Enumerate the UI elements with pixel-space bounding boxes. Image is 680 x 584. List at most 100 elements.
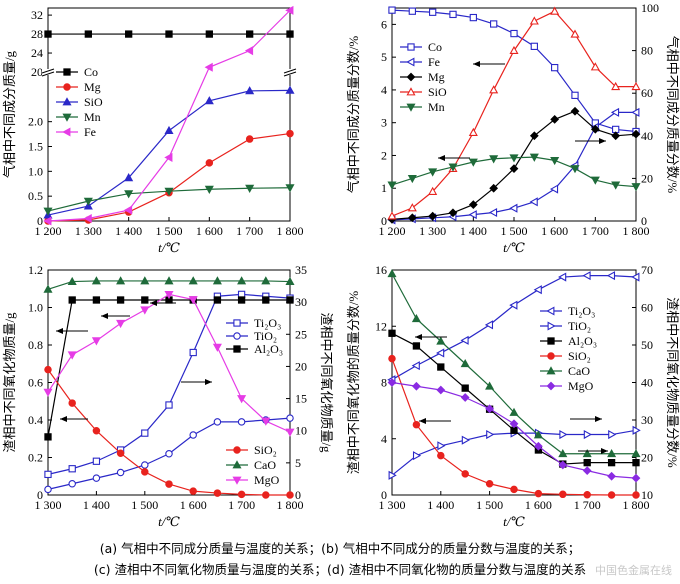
data-point-c-Ti2O3 <box>189 348 197 357</box>
data-point-d-TiO2 <box>583 429 592 440</box>
x-tick-label-b: 1 200 <box>379 224 406 238</box>
data-point-c-SiO2 <box>189 487 197 495</box>
data-point-d-SiO2 <box>534 489 543 498</box>
data-point-b-SiO <box>570 29 580 38</box>
data-point-a-Co <box>165 30 173 38</box>
data-point-a-Mn <box>43 207 53 216</box>
data-point-c-CaO <box>91 276 101 285</box>
legend-label-a: Fe <box>84 125 96 139</box>
y2-axis-label-d: 渣相中不同氧化物质量分数/% <box>665 297 680 468</box>
data-point-b-Co <box>449 10 457 19</box>
axis-arrow-c-4-head <box>60 416 67 422</box>
data-point-a-Mn <box>83 197 93 206</box>
data-point-b-Mn <box>529 153 539 162</box>
x-tick-label-b: 1 300 <box>419 224 446 238</box>
data-point-b-Mn <box>631 183 641 192</box>
data-point-c-TiO2 <box>237 418 246 426</box>
x-tick-label-a: 1 700 <box>236 224 263 238</box>
data-point-c-TiO2 <box>165 449 173 458</box>
legend-marker-d <box>547 321 556 331</box>
data-point-b-Mn <box>387 181 397 190</box>
legend-label-b: Mn <box>428 100 445 114</box>
x-tick-label-d: 1 800 <box>623 498 650 512</box>
data-point-d-SiO2 <box>510 485 518 494</box>
data-point-a-Co <box>286 30 294 38</box>
data-point-c-TiO2 <box>141 461 149 469</box>
data-point-b-Mn <box>428 168 438 177</box>
data-point-c-MgO <box>212 343 222 352</box>
data-point-a-Co <box>84 30 92 38</box>
data-point-d-MgO <box>460 393 470 402</box>
y-tick-label-a: 32 <box>31 8 43 22</box>
data-point-d-CaO <box>411 314 421 323</box>
data-point-d-TiO2 <box>559 429 568 440</box>
y-tick-label-a: 0.5 <box>28 189 43 203</box>
data-point-c-TiO2 <box>213 418 222 426</box>
data-point-b-Co <box>388 6 396 14</box>
y-tick-label-b: 2 <box>381 148 387 162</box>
data-point-d-Al2O3 <box>461 384 469 392</box>
axis-arrow-d-3-head <box>595 416 602 422</box>
legend-label-d: SiO₂ <box>568 349 591 363</box>
legend-marker-b <box>407 43 415 51</box>
data-point-d-Ti2O3 <box>582 271 591 281</box>
legend-marker-d <box>546 306 555 316</box>
y2-tick-label-d: 30 <box>641 413 653 427</box>
data-point-d-CaO <box>460 359 470 368</box>
data-point-d-Ti2O3 <box>631 272 640 282</box>
data-point-b-Mg <box>509 164 519 173</box>
data-point-c-TiO2 <box>92 474 101 482</box>
data-point-d-MgO <box>582 466 592 476</box>
axis-arrow-b-1-head <box>473 61 480 67</box>
data-point-c-MgO <box>67 351 77 360</box>
data-point-b-Fe <box>488 207 498 218</box>
data-point-b-SiO <box>611 81 621 91</box>
data-point-b-SiO <box>590 62 600 71</box>
data-point-d-TiO2 <box>412 451 422 461</box>
data-point-c-MgO <box>261 417 271 426</box>
legend-label-a: Mg <box>84 80 101 94</box>
data-point-b-Mg <box>529 131 539 141</box>
legend-marker-c <box>233 345 241 353</box>
axis-break-gap-a <box>42 69 54 75</box>
data-point-b-Mn <box>489 155 499 164</box>
axis-arrow-b-2-head <box>599 138 606 144</box>
series-line-d-TiO2 <box>391 429 637 476</box>
y2-tick-label-b: 60 <box>641 86 653 100</box>
y-tick-label-c: 1.2 <box>28 263 43 277</box>
y-axis-label-c: 渣相中不同氧化物质量/g <box>2 312 17 453</box>
legend-marker-b <box>406 103 416 112</box>
legend-label-c: SiO₂ <box>254 443 277 457</box>
data-point-b-Mn <box>468 158 478 167</box>
data-point-d-SiO2 <box>607 491 616 499</box>
data-point-d-Al2O3 <box>437 363 445 371</box>
data-point-c-MgO <box>285 428 295 437</box>
data-point-b-Fe <box>509 203 518 213</box>
legend-label-d: MgO <box>568 379 594 393</box>
x-tick-label-d: 1 500 <box>476 498 503 512</box>
legend-marker-c <box>232 460 242 469</box>
data-point-a-Mn <box>124 190 134 199</box>
axis-arrow-c-3-head <box>150 300 157 306</box>
y-tick-label-b: 3 <box>381 116 387 130</box>
data-point-b-Co <box>571 91 579 99</box>
data-point-c-SiO2 <box>262 491 270 499</box>
y2-tick-label-c: 30 <box>295 295 307 309</box>
data-point-d-CaO <box>533 430 543 439</box>
legend-marker-a <box>62 97 72 106</box>
data-point-d-MgO <box>436 385 446 395</box>
y2-tick-label-c: 25 <box>295 327 307 341</box>
data-point-c-Ti2O3 <box>165 401 173 409</box>
data-point-b-Mg <box>428 211 438 221</box>
legend-label-d: Al₂O₃ <box>568 334 597 348</box>
data-point-c-Al2O3 <box>44 433 52 441</box>
y-tick-label-b: 1 <box>381 181 387 195</box>
x-tick-label-b: 1 700 <box>582 224 609 238</box>
data-point-d-SiO2 <box>583 490 591 499</box>
data-point-a-SiO <box>245 86 255 95</box>
data-point-d-MgO <box>631 473 641 483</box>
data-point-c-SiO2 <box>92 426 101 435</box>
data-point-b-Mg <box>468 200 478 209</box>
data-point-d-SiO2 <box>388 354 396 363</box>
y2-tick-label-c: 0 <box>295 488 301 502</box>
